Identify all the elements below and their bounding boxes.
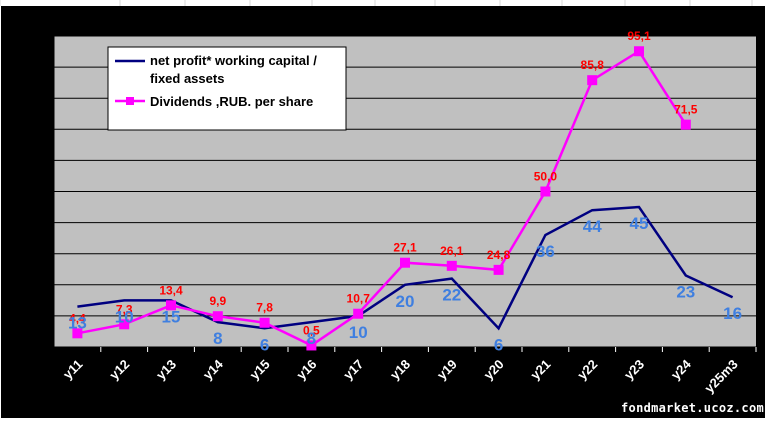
dividend-data-label: 9,9 <box>209 294 226 308</box>
dividend-data-label: 85,8 <box>581 58 605 72</box>
dividend-data-label: 13,4 <box>159 283 183 297</box>
data-labels: 4,4 7,3 13,4 9,9 7,8 0,5 10,7 27,1 26,1 24,8 50,0 8… <box>68 29 742 354</box>
dividend-markers <box>72 46 691 351</box>
dividend-data-label: 95,1 <box>627 29 651 43</box>
legend-label-net-profit-line2: fixed assets <box>150 71 224 86</box>
watermark-text: fondmarket.ucoz.com <box>621 401 764 415</box>
dividend-data-label: 4,4 <box>69 311 86 325</box>
dividend-point <box>119 319 130 330</box>
y-tick-label: 90 <box>30 60 44 75</box>
y-tick-label: 0 <box>37 340 44 355</box>
y-tick-label: 60 <box>30 153 44 168</box>
dividend-point <box>72 328 83 339</box>
profit-data-label: 45 <box>630 214 649 233</box>
y-tick-label: 70 <box>30 122 44 137</box>
legend-marker-dividends <box>126 97 134 105</box>
profit-data-label: 8 <box>213 329 222 348</box>
legend-label-net-profit-line1: net profit* working capital / <box>150 53 317 68</box>
dividend-point <box>680 119 691 130</box>
dividend-point <box>540 186 551 197</box>
dividend-data-label: 50,0 <box>534 170 558 184</box>
profit-data-label: 23 <box>676 282 695 301</box>
y-tick-label: 20 <box>30 278 44 293</box>
legend-label-dividends: Dividends ,RUB. per share <box>150 94 313 109</box>
profit-data-label: 6 <box>260 335 269 354</box>
y-tick-label: 50 <box>30 185 44 200</box>
y-tick-label: 10 <box>30 309 44 324</box>
dividend-point <box>634 46 644 57</box>
dividend-point <box>212 311 223 322</box>
y-axis-tick-labels: 0 10 20 30 40 50 60 70 80 90 100 <box>22 29 44 355</box>
dividend-point <box>400 257 410 268</box>
dividend-data-label: 7,8 <box>256 301 273 315</box>
profit-data-label: 20 <box>396 292 415 311</box>
profit-data-label: 44 <box>583 217 602 236</box>
dividend-point <box>166 300 176 311</box>
legend-box <box>107 46 347 131</box>
profit-data-label: 36 <box>536 242 555 261</box>
dividend-data-label: 71,5 <box>674 103 698 117</box>
series-line-dividends <box>77 49 687 347</box>
dividend-data-label: 7,3 <box>116 302 133 316</box>
dividend-data-label: 26,1 <box>440 244 464 258</box>
y-tick-label: 100 <box>22 29 44 44</box>
profit-data-label: 6 <box>494 335 503 354</box>
profit-data-label: 22 <box>442 286 461 305</box>
profit-data-label: 8 <box>307 329 316 348</box>
dividend-point <box>259 317 270 328</box>
dividend-data-label: 0,5 <box>303 323 320 337</box>
dividend-point <box>353 308 364 319</box>
profit-data-label: 15 <box>162 307 181 326</box>
y-tick-label: 40 <box>30 216 44 231</box>
dividend-point <box>493 264 504 275</box>
profit-data-label: 13 <box>68 314 87 333</box>
dividend-point <box>587 75 598 86</box>
dividend-data-label: 10,7 <box>347 292 371 306</box>
y-tick-label: 80 <box>30 91 44 106</box>
dividend-point <box>446 260 457 271</box>
legend: net profit* working capital / fixed asse… <box>107 46 347 131</box>
dividend-data-label: 24,8 <box>487 248 511 262</box>
dividend-data-label: 27,1 <box>393 241 417 255</box>
y-tick-label: 30 <box>30 247 44 262</box>
profit-data-label: 10 <box>349 323 368 342</box>
series-line-net-profit <box>77 205 734 331</box>
dividend-point <box>306 340 317 351</box>
profit-data-label: 16 <box>723 304 742 323</box>
profit-data-label: 10 <box>115 307 134 326</box>
